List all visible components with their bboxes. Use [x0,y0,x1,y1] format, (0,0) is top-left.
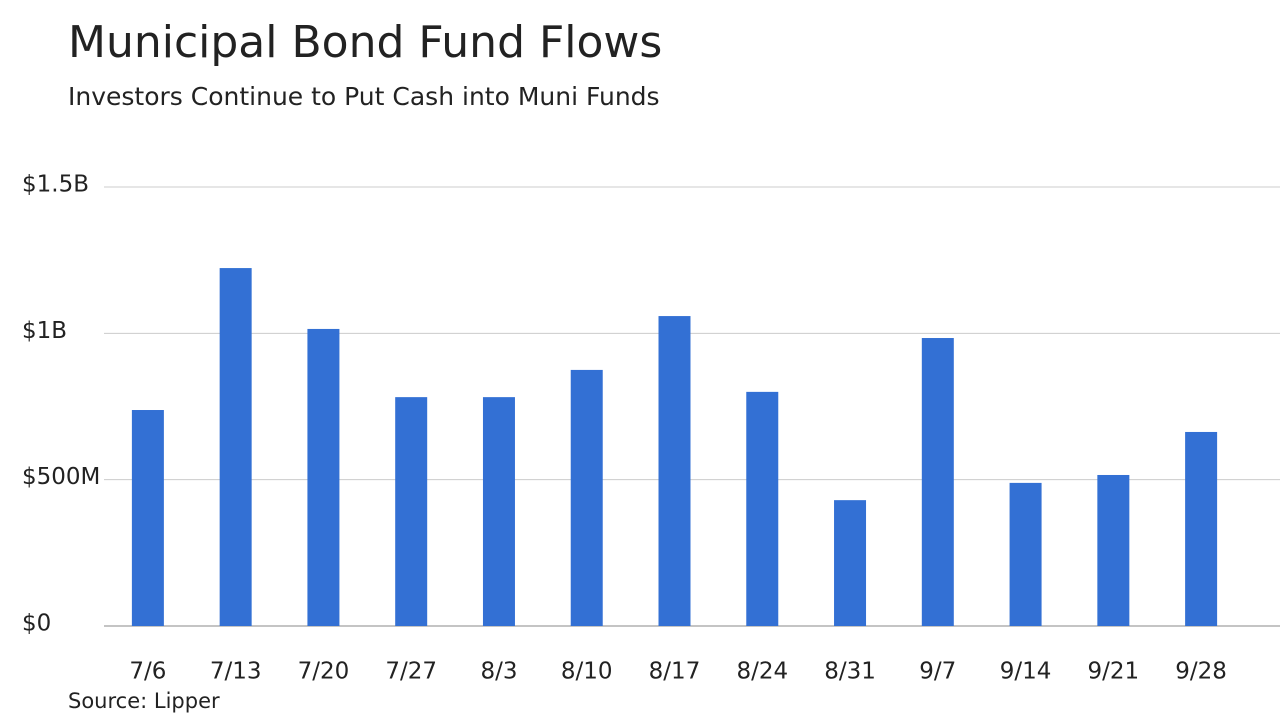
bar [834,500,867,626]
source-note: Source: Lipper [68,689,220,713]
y-tick-label: $1B [22,318,67,344]
bar [219,268,252,626]
bar [307,328,340,626]
x-tick-label: 9/21 [1088,659,1140,685]
x-tick-label: 8/24 [736,659,788,685]
chart-subtitle: Investors Continue to Put Cash into Muni… [68,82,660,111]
x-tick-label: 7/27 [385,659,437,685]
x-tick-label: 9/14 [1000,659,1052,685]
bar [482,397,515,626]
x-tick-label: 7/20 [298,659,350,685]
x-tick-label: 9/28 [1175,659,1227,685]
chart-title: Municipal Bond Fund Flows [68,17,662,68]
bar [131,410,164,626]
x-tick-label: 8/17 [649,659,701,685]
bar [921,338,954,626]
bar [1009,482,1042,626]
x-tick-label: 8/31 [824,659,876,685]
bar [746,391,779,626]
bar [395,397,428,626]
x-tick-label: 8/10 [561,659,613,685]
bar [1097,474,1130,626]
bar [658,316,691,626]
y-tick-label: $0 [22,611,51,637]
x-tick-label: 9/7 [919,659,956,685]
bar [1185,431,1218,626]
bar [570,369,603,626]
y-tick-label: $500M [22,464,100,490]
x-tick-label: 7/6 [129,659,166,685]
x-tick-label: 7/13 [210,659,262,685]
x-tick-label: 8/3 [480,659,517,685]
y-tick-label: $1.5B [22,172,89,198]
